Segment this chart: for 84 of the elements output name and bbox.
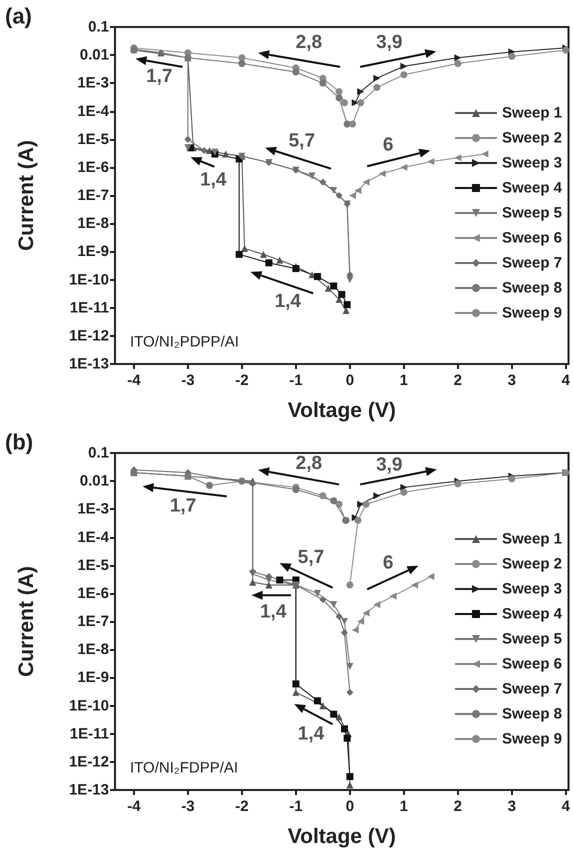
y-tick-label: 0.01 <box>80 472 109 490</box>
y-tick-label: 1E-3 <box>77 74 109 92</box>
x-tick-label: 1 <box>400 798 408 815</box>
x-tick-label: 3 <box>508 798 516 815</box>
x-tick-label: -2 <box>235 372 249 389</box>
legend-label: Sweep 8 <box>502 280 562 296</box>
annotation: 2,8 <box>296 453 322 474</box>
x-tick-label: 0 <box>346 798 354 815</box>
annotation: 1,4 <box>260 601 287 622</box>
y-tick-label: 1E-5 <box>77 556 109 574</box>
annotation: 6 <box>382 134 394 156</box>
y-axis-title: Current (A) <box>15 140 38 251</box>
legend-label: Sweep 8 <box>502 706 562 722</box>
annotation: 5,7 <box>288 130 316 152</box>
legend-label: Sweep 1 <box>502 104 562 122</box>
annotation: 3,9 <box>376 32 402 54</box>
annotation: 5,7 <box>298 547 324 568</box>
y-tick-label: 1E-11 <box>70 299 109 316</box>
y-tick-label: 1E-11 <box>70 725 109 742</box>
y-tick-label: 1E-8 <box>77 641 109 658</box>
annotation: 1,4 <box>298 723 325 744</box>
annotation: ITO/NI₂PDPP/AI <box>130 334 239 350</box>
y-tick-label: 1E-6 <box>77 158 109 176</box>
y-tick-label: 1E-4 <box>77 528 110 546</box>
x-tick-label: -3 <box>181 798 195 815</box>
annotation: 1,7 <box>146 66 172 88</box>
x-tick-label: 2 <box>454 798 462 815</box>
y-tick-label: 1E-5 <box>77 130 109 148</box>
x-tick-label: -2 <box>235 798 249 815</box>
legend-label: Sweep 7 <box>502 254 562 272</box>
y-tick-label: 1E-6 <box>77 584 109 602</box>
x-tick-label: -3 <box>181 372 195 389</box>
legend-label: Sweep 4 <box>502 606 563 622</box>
y-tick-label: 1E-3 <box>77 500 109 518</box>
annotation: ITO/NI₂FDPP/AI <box>130 760 238 776</box>
y-tick-label: 1E-13 <box>68 356 109 372</box>
x-tick-label: -1 <box>289 372 303 389</box>
y-tick-label: 1E-8 <box>77 215 109 232</box>
legend-label: Sweep 9 <box>502 730 562 748</box>
x-axis-title: Voltage (V) <box>288 825 396 848</box>
y-tick-label: 1E-7 <box>77 613 109 630</box>
annotation: 1,7 <box>170 495 196 516</box>
x-tick-label: 3 <box>508 372 516 389</box>
x-tick-label: 0 <box>346 372 354 389</box>
legend-label: Sweep 7 <box>502 680 562 698</box>
legend-label: Sweep 4 <box>502 180 563 196</box>
x-tick-label: -4 <box>127 798 142 815</box>
y-tick-label: 1E-9 <box>77 669 109 686</box>
legend-label: Sweep 9 <box>502 304 562 322</box>
annotation: 6 <box>382 552 394 574</box>
y-tick-label: 1E-12 <box>68 753 109 770</box>
annotation: 2,8 <box>296 32 322 54</box>
annotation: 1,4 <box>274 290 302 312</box>
x-axis-title: Voltage (V) <box>288 399 396 422</box>
x-tick-label: -4 <box>127 372 142 389</box>
legend-label: Sweep 2 <box>502 556 562 572</box>
legend-label: Sweep 3 <box>502 154 562 172</box>
annotation: 1,4 <box>200 170 227 191</box>
x-tick-label: 1 <box>400 372 408 389</box>
y-tick-label: 1E-12 <box>68 327 109 344</box>
chart-title: (a) <box>5 4 32 28</box>
legend-label: Sweep 5 <box>502 630 562 648</box>
legend-label: Sweep 2 <box>502 130 562 146</box>
y-axis-title: Current (A) <box>15 566 38 677</box>
y-tick-label: 1E-4 <box>77 102 110 120</box>
y-tick-label: 1E-13 <box>68 782 109 798</box>
legend-label: Sweep 6 <box>502 656 562 672</box>
legend-label: Sweep 3 <box>502 580 562 598</box>
y-tick-label: 0.1 <box>88 444 109 462</box>
x-tick-label: 4 <box>562 372 571 389</box>
legend-label: Sweep 5 <box>502 204 562 222</box>
y-tick-label: 1E-9 <box>77 243 109 260</box>
legend-label: Sweep 1 <box>502 530 562 548</box>
chart-title: (b) <box>5 430 34 454</box>
y-tick-label: 1E-7 <box>77 187 109 204</box>
y-tick-label: 0.1 <box>88 18 109 36</box>
y-tick-label: 1E-10 <box>68 697 109 714</box>
x-tick-label: 2 <box>454 372 462 389</box>
x-tick-label: -1 <box>289 798 303 815</box>
legend-label: Sweep 6 <box>502 230 562 246</box>
y-tick-label: 0.01 <box>80 46 109 64</box>
annotation: 3,9 <box>376 454 402 476</box>
x-tick-label: 4 <box>562 798 571 815</box>
y-tick-label: 1E-10 <box>68 271 109 288</box>
